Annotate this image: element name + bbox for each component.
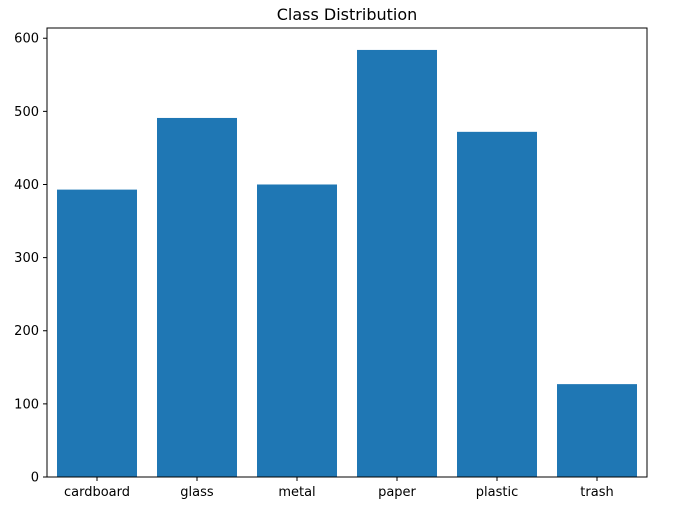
x-tick-label-plastic: plastic [476, 485, 518, 500]
x-tick-label-paper: paper [378, 485, 416, 500]
y-tick-label: 600 [14, 32, 39, 47]
y-tick-label: 0 [31, 471, 39, 486]
y-tick-label: 200 [14, 324, 39, 339]
bar-metal [257, 184, 337, 478]
bar-paper [357, 49, 437, 477]
x-tick-label-metal: metal [278, 485, 315, 500]
x-tick-label-cardboard: cardboard [64, 485, 130, 500]
y-tick-label: 500 [14, 105, 39, 120]
x-tick-label-glass: glass [180, 485, 214, 500]
bar-trash [557, 384, 637, 477]
x-tick-label-trash: trash [580, 485, 613, 500]
y-tick-label: 300 [14, 251, 39, 266]
bar-glass [157, 117, 237, 477]
y-tick-label: 100 [14, 397, 39, 412]
axes-frame [46, 27, 648, 478]
chart-title: Class Distribution [277, 5, 418, 24]
y-tick-label: 400 [14, 178, 39, 193]
plot-area: 0 100 200 300 400 500 600 cardboard glass metal pa… [14, 27, 648, 500]
bar-plastic [457, 131, 537, 477]
bar-cardboard [57, 189, 137, 478]
